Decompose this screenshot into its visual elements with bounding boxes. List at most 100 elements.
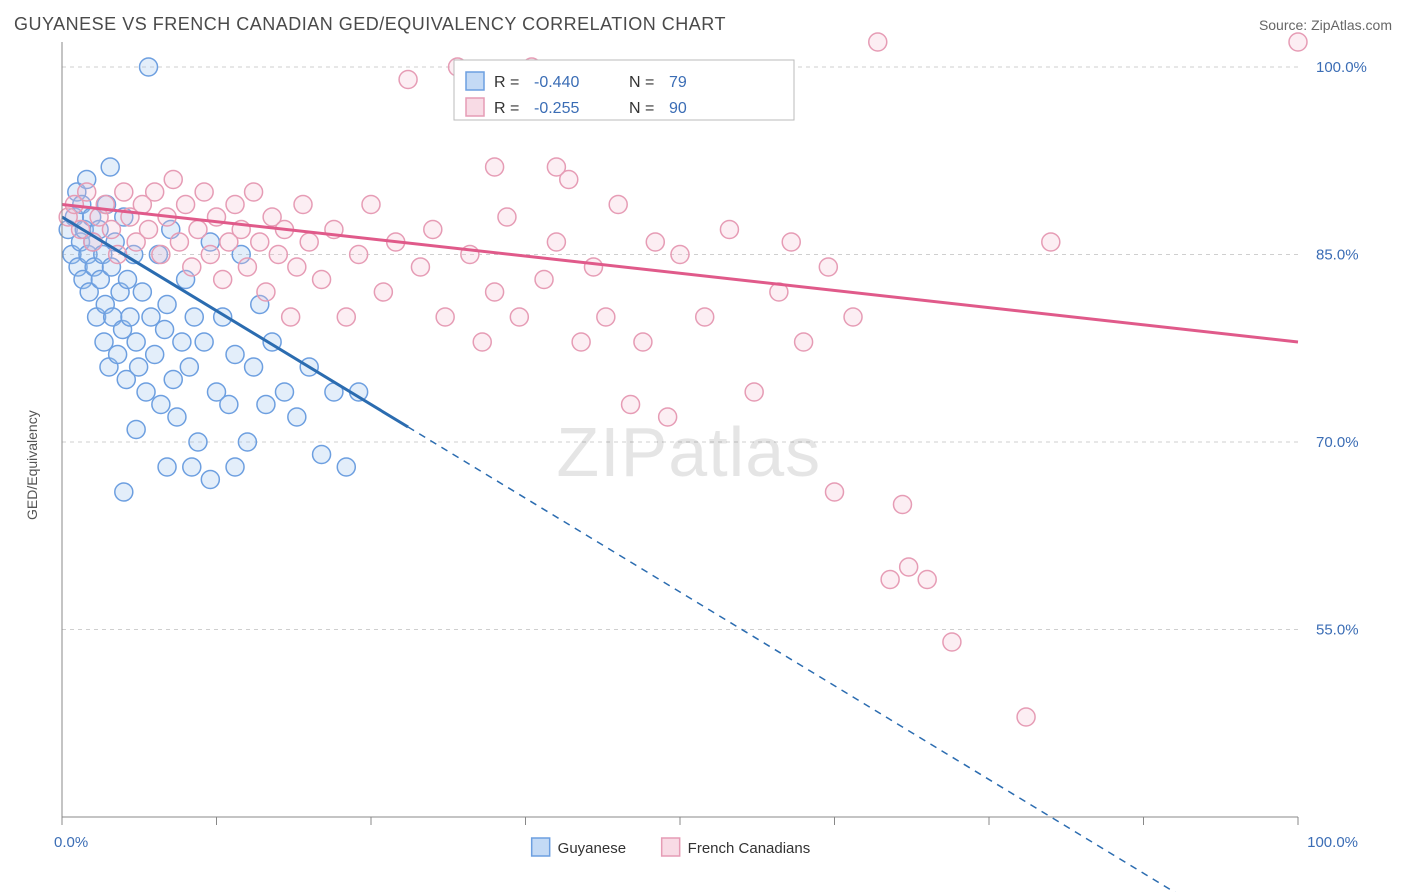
data-point <box>893 496 911 514</box>
data-point <box>115 183 133 201</box>
data-point <box>671 246 689 264</box>
data-point <box>109 346 127 364</box>
svg-text:N =: N = <box>629 100 654 117</box>
legend-r-value: -0.440 <box>534 74 579 91</box>
data-point <box>146 346 164 364</box>
data-point <box>1289 33 1307 51</box>
data-point <box>337 308 355 326</box>
data-point <box>257 396 275 414</box>
data-point <box>127 421 145 439</box>
data-point <box>294 196 312 214</box>
svg-text:R =: R = <box>494 74 519 91</box>
data-point <box>881 571 899 589</box>
data-point <box>168 408 186 426</box>
data-point <box>1017 708 1035 726</box>
legend-n-value: 79 <box>669 74 687 91</box>
data-point <box>275 383 293 401</box>
data-point <box>226 346 244 364</box>
x-tick-label: 100.0% <box>1307 834 1358 851</box>
data-point <box>183 258 201 276</box>
data-point <box>374 283 392 301</box>
data-point <box>170 233 188 251</box>
data-point <box>238 258 256 276</box>
data-point <box>146 183 164 201</box>
data-point <box>130 358 148 376</box>
data-point <box>486 283 504 301</box>
data-point <box>156 321 174 339</box>
data-point <box>164 371 182 389</box>
data-point <box>152 396 170 414</box>
source-label: Source: ZipAtlas.com <box>1259 17 1392 33</box>
data-point <box>900 558 918 576</box>
data-point <box>436 308 454 326</box>
data-point <box>282 308 300 326</box>
data-point <box>183 458 201 476</box>
legend-n-value: 90 <box>669 100 687 117</box>
y-tick-label: 70.0% <box>1316 434 1359 451</box>
data-point <box>399 71 417 89</box>
data-point <box>251 233 269 251</box>
data-point <box>720 221 738 239</box>
y-tick-label: 100.0% <box>1316 59 1367 76</box>
legend-series-label: French Canadians <box>688 840 811 857</box>
data-point <box>1042 233 1060 251</box>
data-point <box>288 408 306 426</box>
data-point <box>119 271 137 289</box>
data-point <box>140 221 158 239</box>
data-point <box>350 246 368 264</box>
data-point <box>918 571 936 589</box>
data-point <box>245 183 263 201</box>
data-point <box>337 458 355 476</box>
data-point <box>201 246 219 264</box>
data-point <box>745 383 763 401</box>
data-point <box>158 458 176 476</box>
data-point <box>173 333 191 351</box>
data-point <box>795 333 813 351</box>
data-point <box>180 358 198 376</box>
data-point <box>634 333 652 351</box>
chart-title: GUYANESE VS FRENCH CANADIAN GED/EQUIVALE… <box>14 14 726 35</box>
data-point <box>195 333 213 351</box>
data-point <box>220 396 238 414</box>
legend-swatch <box>532 838 550 856</box>
legend-swatch <box>466 72 484 90</box>
data-point <box>313 446 331 464</box>
y-axis-label: GED/Equivalency <box>24 410 40 520</box>
data-point <box>101 158 119 176</box>
data-point <box>844 308 862 326</box>
x-tick-label: 0.0% <box>54 834 88 851</box>
data-point <box>300 233 318 251</box>
data-point <box>226 458 244 476</box>
data-point <box>214 271 232 289</box>
data-point <box>189 433 207 451</box>
data-point <box>622 396 640 414</box>
data-point <box>547 233 565 251</box>
data-point <box>510 308 528 326</box>
data-point <box>152 246 170 264</box>
data-point <box>257 283 275 301</box>
data-point <box>498 208 516 226</box>
data-point <box>195 183 213 201</box>
data-point <box>943 633 961 651</box>
svg-text:N =: N = <box>629 74 654 91</box>
y-tick-label: 85.0% <box>1316 247 1359 264</box>
data-point <box>226 196 244 214</box>
data-point <box>362 196 380 214</box>
data-point <box>201 471 219 489</box>
data-point <box>189 221 207 239</box>
data-point <box>826 483 844 501</box>
trend-line-dashed <box>408 427 1298 892</box>
watermark: ZIPatlas <box>556 413 821 491</box>
data-point <box>158 296 176 314</box>
data-point <box>659 408 677 426</box>
legend-series-label: Guyanese <box>558 840 626 857</box>
data-point <box>609 196 627 214</box>
data-point <box>869 33 887 51</box>
data-point <box>137 383 155 401</box>
correlation-scatter-chart: 55.0%70.0%85.0%100.0%ZIPatlas0.0%100.0%R… <box>0 0 1406 892</box>
data-point <box>288 258 306 276</box>
data-point <box>121 308 139 326</box>
data-point <box>486 158 504 176</box>
data-point <box>78 183 96 201</box>
data-point <box>535 271 553 289</box>
